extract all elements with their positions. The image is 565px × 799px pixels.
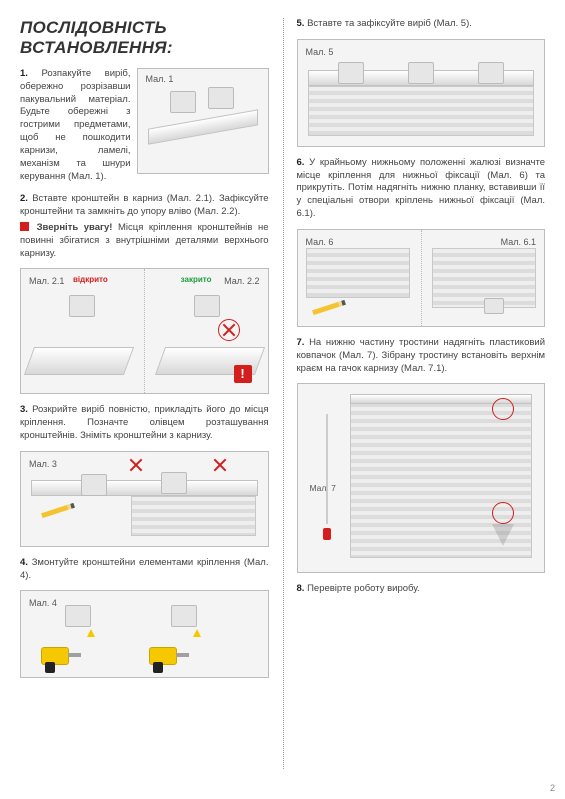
step-8-text: 8. Перевірте роботу виробу.: [297, 583, 546, 596]
figure-4-label: Мал. 4: [27, 597, 59, 609]
fig6-slats-left-icon: [306, 248, 410, 298]
fig4-drill1-icon: [41, 647, 81, 673]
fig4-arrow2-icon: [193, 629, 201, 637]
fig3-cross2-icon: [213, 458, 227, 472]
step-7-body: На нижню частину тростини надягніть плас…: [297, 337, 546, 374]
step-2-warning: Зверніть увагу! Місця кріплення кронштей…: [20, 222, 269, 260]
fig4-arrow1-icon: [87, 629, 95, 637]
step-1-text: 1. Розпакуйте виріб, обережно розрізавши…: [20, 68, 131, 183]
page-title: ПОСЛІДОВНІСТЬ ВСТАНОВЛЕННЯ:: [20, 18, 269, 58]
step-4-num: 4.: [20, 557, 28, 568]
fig2-divider: [144, 269, 145, 393]
step-4-text: 4. Змонтуйте кронштейни елементами кріпл…: [20, 557, 269, 583]
fig5-bracket2-icon: [408, 62, 434, 84]
figure-6-label: Мал. 6: [304, 236, 336, 248]
page-number: 2: [550, 783, 555, 793]
figure-1-label: Мал. 1: [144, 73, 176, 85]
step-6-text: 6. У крайньому нижньому положенні жалюзі…: [297, 157, 546, 221]
figure-3: Мал. 3: [20, 451, 269, 547]
fig7-wand-icon: [326, 414, 328, 524]
fig3-cross1-icon: [129, 458, 143, 472]
step-2-text: 2. Вставте кронштейн в карниз (Мал. 2.1)…: [20, 193, 269, 219]
figure-6-1-label: Мал. 6.1: [499, 236, 538, 248]
fig2-open-label: відкрито: [73, 275, 108, 284]
fig2-warn-icon: !: [234, 365, 252, 383]
fig3-pencil-icon: [41, 503, 75, 518]
fig5-slats-icon: [308, 86, 535, 136]
figure-3-label: Мал. 3: [27, 458, 59, 470]
fig1-bracket-icon: [170, 91, 196, 113]
warning-icon: [20, 222, 29, 231]
fig3-rail-icon: [31, 480, 258, 496]
fig4-bracket1-icon: [65, 605, 91, 627]
fig1-rail-icon: [148, 109, 258, 144]
fig3-slats-icon: [131, 496, 256, 536]
fig2-closed-label: закрито: [181, 275, 212, 284]
fig2-cross-icon: [222, 323, 236, 337]
fig4-bracket2-icon: [171, 605, 197, 627]
fig4-drill2-icon: [149, 647, 189, 673]
column-divider: [283, 18, 284, 769]
step-5-text: 5. Вставте та зафіксуйте виріб (Мал. 5).: [297, 18, 546, 31]
step-3-body: Розкрийте виріб повністю, прикладіть йог…: [20, 404, 269, 441]
fig2-bracket-right-icon: [194, 295, 220, 317]
step-5-num: 5.: [297, 18, 305, 29]
figure-7-label: Мал. 7: [308, 482, 338, 494]
figure-2-1-label: Мал. 2.1: [27, 275, 66, 287]
figure-5: Мал. 5: [297, 39, 546, 147]
step-6-num: 6.: [297, 157, 305, 168]
step-6-body: У крайньому нижньому положенні жалюзі ви…: [297, 157, 546, 219]
figure-1: Мал. 1: [137, 68, 269, 174]
figure-2: Мал. 2.1 Мал. 2.2 відкрито закрито !: [20, 268, 269, 394]
fig2-rail-left-icon: [24, 347, 134, 375]
figure-7: Мал. 7 Мал. 7.1: [297, 383, 546, 573]
right-column: 5. Вставте та зафіксуйте виріб (Мал. 5).…: [283, 18, 546, 787]
fig6-divider: [421, 230, 422, 326]
step-1-body: Розпакуйте виріб, обережно розрізавши па…: [20, 68, 131, 182]
fig5-bracket1-icon: [338, 62, 364, 84]
warning-label: Зверніть увагу!: [37, 222, 113, 233]
fig3-bracket2-icon: [161, 472, 187, 494]
step-8-body: Перевірте роботу виробу.: [307, 583, 420, 594]
step-3-text: 3. Розкрийте виріб повністю, прикладіть …: [20, 404, 269, 442]
step-4-body: Змонтуйте кронштейни елементами кріпленн…: [20, 557, 269, 581]
fig7-wand-cap-icon: [323, 528, 331, 540]
fig3-bracket1-icon: [81, 474, 107, 496]
figure-6: Мал. 6 Мал. 6.1: [297, 229, 546, 327]
step-3-num: 3.: [20, 404, 28, 415]
figure-2-2-label: Мал. 2.2: [222, 275, 261, 287]
fig6-clip-icon: [484, 298, 504, 314]
fig7-arrow-down-icon: [492, 524, 514, 546]
fig5-bracket3-icon: [478, 62, 504, 84]
step-2-num: 2.: [20, 193, 28, 204]
step-2-body: Вставте кронштейн в карниз (Мал. 2.1). З…: [20, 193, 269, 217]
fig2-bracket-left-icon: [69, 295, 95, 317]
fig6-pencil-icon: [312, 300, 346, 315]
figure-4: Мал. 4: [20, 590, 269, 678]
step-1-num: 1.: [20, 68, 28, 79]
step-7-num: 7.: [297, 337, 305, 348]
fig1-bracket2-icon: [208, 87, 234, 109]
step-8-num: 8.: [297, 583, 305, 594]
left-column: ПОСЛІДОВНІСТЬ ВСТАНОВЛЕННЯ: 1. Розпакуйт…: [20, 18, 283, 787]
step-7-text: 7. На нижню частину тростини надягніть п…: [297, 337, 546, 375]
step-5-body: Вставте та зафіксуйте виріб (Мал. 5).: [307, 18, 472, 29]
figure-5-label: Мал. 5: [304, 46, 336, 58]
